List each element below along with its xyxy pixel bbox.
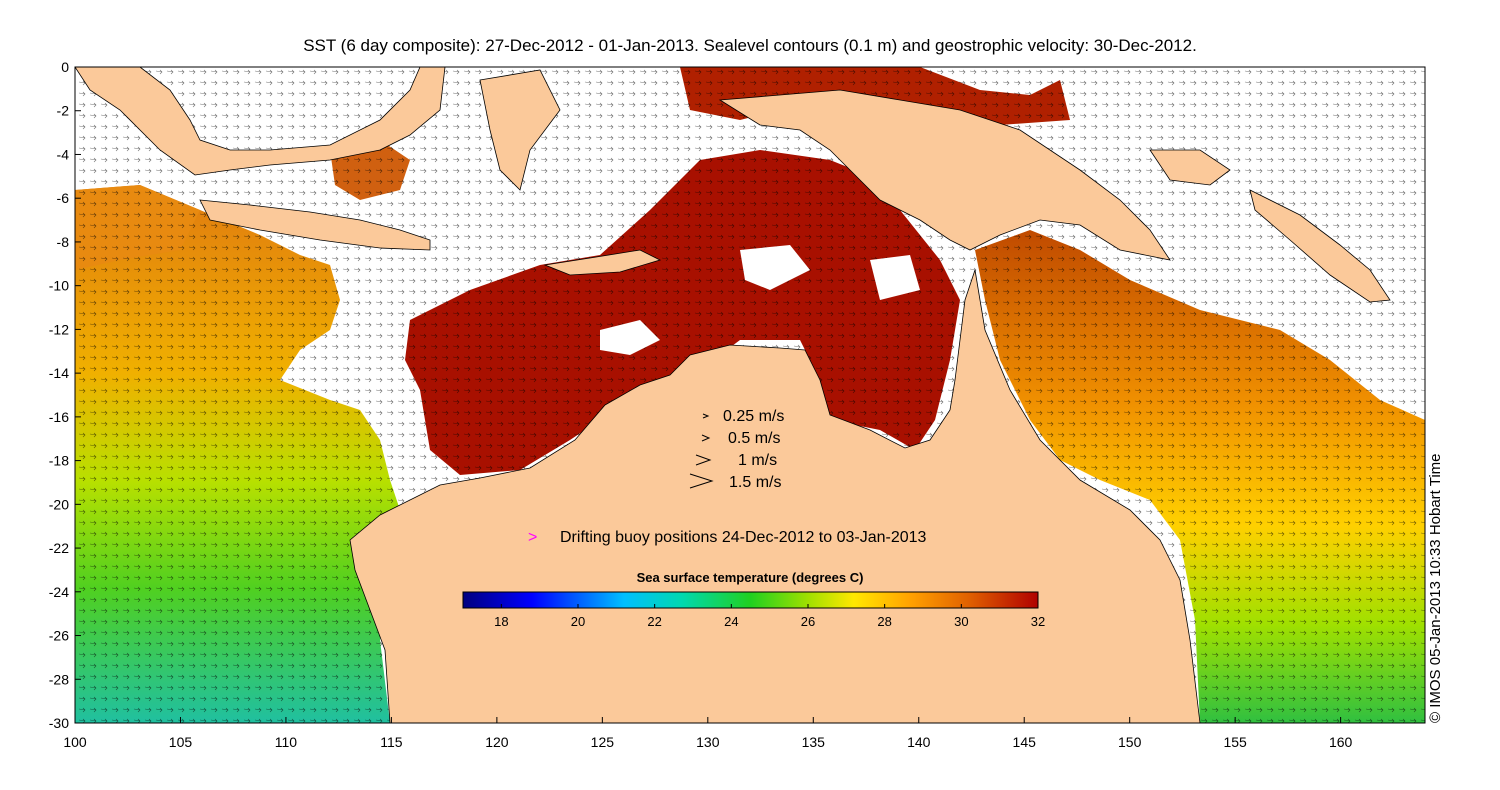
x-tick-label: 145 [1013, 734, 1037, 750]
y-tick-label: -22 [49, 540, 69, 556]
map-area [75, 67, 1425, 723]
colorbar-tick-label: 28 [877, 614, 891, 629]
x-tick-label: 120 [485, 734, 509, 750]
cloud-patch-timor [600, 320, 660, 355]
java-island [199, 199, 431, 251]
colorbar-gradient [462, 591, 1039, 609]
colorbar-tick-label: 22 [647, 614, 661, 629]
y-tick-label: -28 [49, 671, 69, 687]
y-tick-label: -18 [49, 453, 69, 469]
x-tick-label: 150 [1118, 734, 1142, 750]
colorbar-tick-label: 20 [571, 614, 585, 629]
sst-colorbar: Sea surface temperature (degrees C) 18 20… [462, 570, 1045, 629]
x-tick-label: 105 [169, 734, 193, 750]
indonesia-land-west [75, 67, 446, 176]
velocity-arrow-1-5 [689, 473, 714, 489]
y-tick-label: -20 [49, 496, 69, 512]
y-tick-label: -30 [49, 715, 69, 731]
velocity-label-0-5: 0.5 m/s [728, 430, 780, 447]
velocity-label-0-25: 0.25 m/s [723, 408, 784, 425]
y-tick-label: -8 [57, 234, 70, 250]
cloud-patch-arafura [740, 245, 810, 290]
colorbar-tick-label: 24 [724, 614, 738, 629]
timor-land [543, 249, 662, 276]
x-tick-label: 125 [591, 734, 615, 750]
imos-credit: © IMOS 05-Jan-2013 10:33 Hobart Time [1427, 453, 1444, 723]
velocity-arrow-0-25 [702, 413, 710, 419]
buoy-legend-label: Drifting buoy positions 24-Dec-2012 to 0… [560, 529, 927, 546]
y-tick-label: 0 [61, 59, 69, 75]
velocity-label-1-5: 1.5 m/s [729, 474, 781, 491]
x-tick-label: 135 [802, 734, 826, 750]
y-tick-label: -24 [49, 584, 69, 600]
velocity-label-1: 1 m/s [738, 452, 777, 469]
y-tick-label: -4 [57, 146, 70, 162]
x-tick-label: 110 [275, 734, 298, 750]
colorbar-tick-label: 32 [1031, 614, 1045, 629]
x-tick-label: 115 [380, 734, 403, 750]
x-tick-label: 100 [63, 734, 87, 750]
new-britain-land [1149, 149, 1231, 186]
velocity-arrow-0-5 [701, 434, 711, 442]
x-axis-ticks: 100 105 110 115 120 125 130 135 140 145 150 155 160 [63, 717, 1353, 750]
velocity-legend: 0.25 m/s 0.5 m/s 1 m/s 1.5 m/s [689, 408, 784, 491]
colorbar-ticks: 18 20 22 24 26 28 30 32 [494, 604, 1045, 629]
y-tick-label: -14 [49, 365, 69, 381]
y-tick-label: -16 [49, 409, 69, 425]
y-tick-label: -10 [49, 278, 69, 294]
x-tick-label: 160 [1329, 734, 1353, 750]
map-title: SST (6 day composite): 27-Dec-2012 - 01-… [303, 36, 1197, 55]
map-frame [74, 66, 1426, 724]
australia-land [349, 269, 1201, 723]
colorbar-title: Sea surface temperature (degrees C) [637, 570, 864, 585]
cloud-patch-gulf [870, 255, 920, 300]
x-tick-label: 130 [696, 734, 720, 750]
x-tick-label: 155 [1223, 734, 1247, 750]
y-axis-ticks: 0 -2 -4 -6 -8 -10 -12 -14 -16 -18 -20 -22 -24 -26 -28 -… [49, 59, 81, 731]
y-tick-label: -6 [57, 190, 70, 206]
sulawesi-land [479, 69, 561, 191]
solomon-land [1249, 189, 1391, 303]
velocity-arrow-1 [695, 454, 712, 466]
y-tick-label: -26 [49, 628, 69, 644]
colorbar-tick-label: 26 [801, 614, 815, 629]
buoy-legend: > Drifting buoy positions 24-Dec-2012 to… [528, 529, 927, 546]
y-tick-label: -12 [49, 321, 69, 337]
colorbar-tick-label: 18 [494, 614, 508, 629]
x-tick-label: 140 [907, 734, 931, 750]
new-guinea-land [718, 89, 1171, 261]
colorbar-tick-label: 30 [954, 614, 968, 629]
buoy-symbol-icon: > [528, 529, 537, 546]
y-tick-label: -2 [57, 103, 70, 119]
